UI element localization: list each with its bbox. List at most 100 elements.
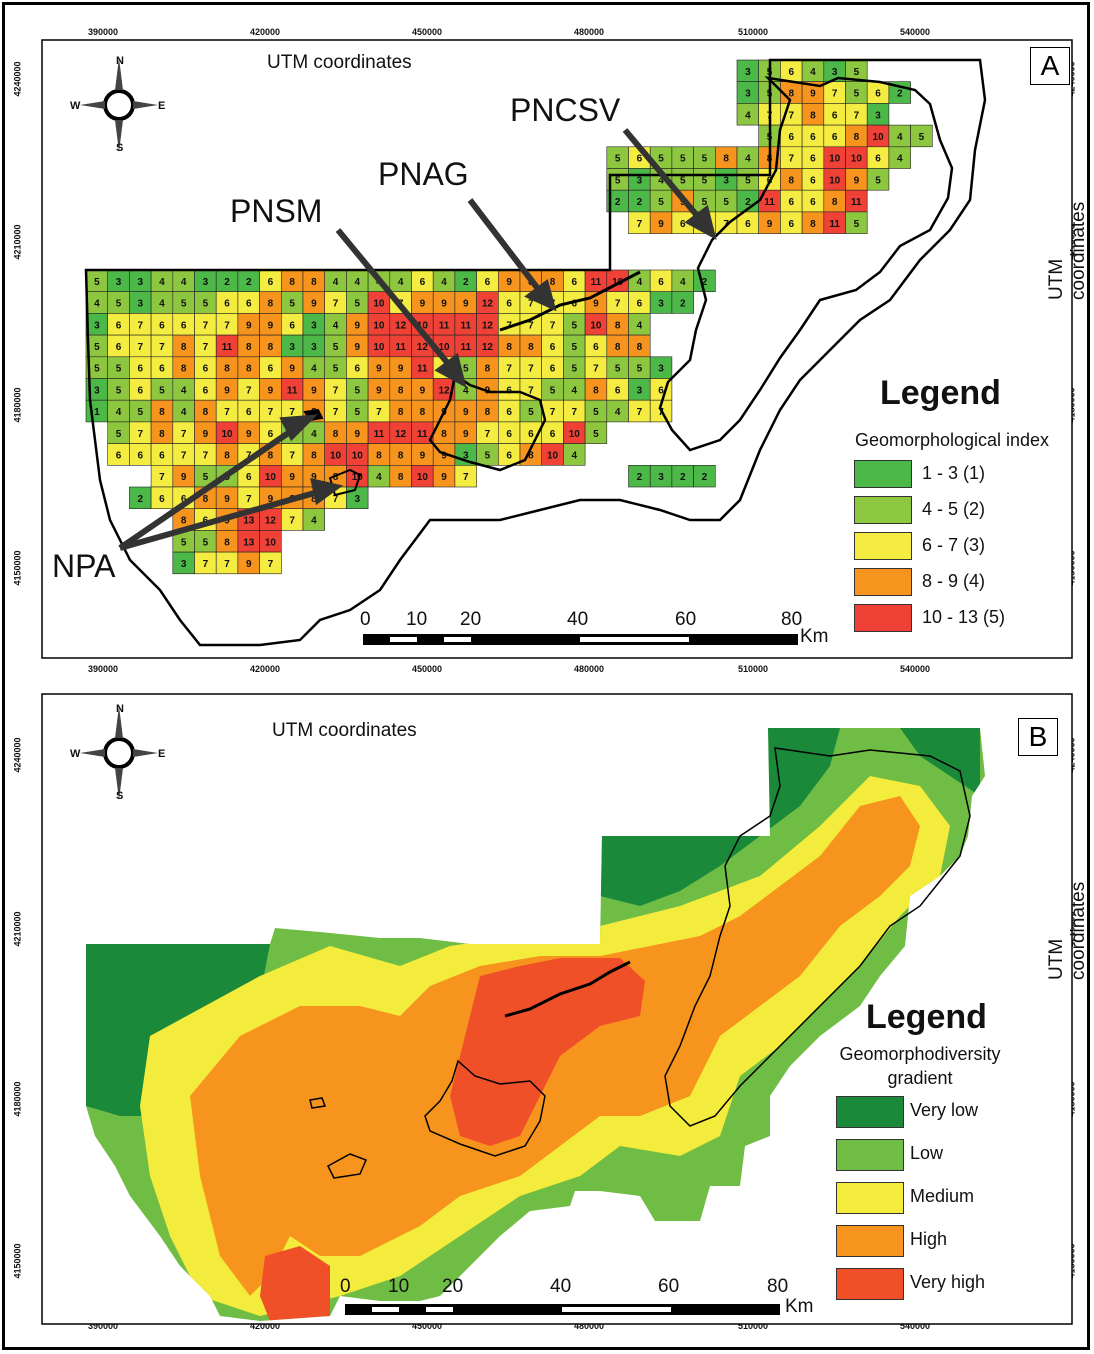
grid-cell-value: 6 [289,320,295,331]
grid-cell-value: 7 [224,407,230,418]
grid-cell-value: 9 [311,385,317,396]
grid-cell-value: 8 [224,537,230,548]
grid-cell-value: 8 [289,277,295,288]
grid-cell-value: 8 [506,342,512,353]
grid-cell-value: 7 [528,364,534,375]
grid-cell-value: 8 [159,407,165,418]
grid-cell-value: 8 [810,219,816,230]
grid-cell-value: 11 [591,277,602,288]
grid-cell-value: 6 [137,385,143,396]
grid-cell-value: 12 [395,429,407,440]
grid-cell-value: 8 [615,342,621,353]
grid-cell-value: 4 [398,277,404,288]
grid-cell-value: 10 [373,342,385,353]
grid-cell-value: 7 [289,450,295,461]
x-tick: 420000 [250,27,281,37]
legend-label: 10 - 13 (5) [922,607,1006,627]
grid-cell-value: 11 [460,342,471,353]
grid-cell-value: 8 [441,429,447,440]
grid-cell-value: 6 [116,450,122,461]
grid-cell-value: 6 [788,219,794,230]
grid-cell-value: 2 [615,197,621,208]
grid-cell-value: 6 [875,89,881,100]
panel-a: 390000 420000 450000 480000 510000 54000… [0,0,1094,676]
grid-cell-value: 8 [420,407,426,418]
grid-cell-value: 4 [181,385,187,396]
grid-cell-value: 4 [311,429,317,440]
grid-cell-value: 2 [637,197,643,208]
compass-s: S [116,790,124,802]
grid-cell-value: 9 [854,175,860,186]
grid-cell-value: 3 [137,277,143,288]
grid-cell [910,124,933,148]
grid-cell-value: 4 [441,277,447,288]
grid-cell-value: 9 [268,320,274,331]
coord-title-right: UTM coordinates [1046,201,1089,300]
grid-cell-value: 9 [224,385,230,396]
grid-cell-value: 4 [897,132,903,143]
grid-cell-value: 8 [246,364,252,375]
grid-cell-value: 3 [94,385,100,396]
grid-cell-value: 2 [246,277,252,288]
grid-cell-value: 2 [680,299,686,310]
grid-cell-value: 6 [246,472,252,483]
grid-cell-value: 9 [311,299,317,310]
grid-cell-value: 6 [571,299,577,310]
grid-cell-value: 9 [441,450,447,461]
legend-subtitle-line2: gradient [887,1068,953,1088]
grid-cell-value: 7 [376,407,382,418]
grid-cell-value: 10 [417,472,429,483]
grid-cell-value: 4 [571,450,577,461]
grid-cell-value: 9 [463,299,469,310]
grid-cell-value: 4 [311,516,317,527]
grid-cell-value: 6 [203,385,209,396]
grid-cell-value: 10 [851,154,863,165]
grid-cell-value: 9 [376,385,382,396]
grid-cell-value: 6 [485,277,491,288]
scale-label: 40 [567,609,589,630]
grid-cell-value: 7 [137,320,143,331]
x-tick: 510000 [738,664,769,674]
grid-cell-value: 8 [181,342,187,353]
x-tick: 450000 [412,664,443,674]
grid-cell-value: 9 [354,320,360,331]
grid-cell-value: 11 [851,197,862,208]
grid-cell-value: 5 [94,342,100,353]
grid-cell-value: 10 [352,450,364,461]
grid-cell-value: 10 [547,450,559,461]
grid-cell-value: 7 [181,450,187,461]
grid-cell-value: 3 [658,299,664,310]
grid-cell-value: 6 [615,385,621,396]
grid-cell-value: 7 [637,219,643,230]
grid-cell-value: 11 [374,429,385,440]
grid-cell-value: 3 [94,320,100,331]
grid-cell-value: 5 [354,299,360,310]
grid-cell-value: 9 [593,299,599,310]
grid-cell-value: 5 [919,132,925,143]
grid-cell-value: 8 [398,385,404,396]
grid-cell-value: 8 [268,342,274,353]
grid-cell-value: 5 [116,364,122,375]
grid-cell-value: 11 [417,364,428,375]
grid-cell-value: 5 [463,364,469,375]
coord-title-top: UTM coordinates [267,52,412,73]
compass-w: W [70,748,81,760]
grid-cell-value: 4 [810,67,816,78]
grid-cell [584,421,608,444]
grid-cell-value: 7 [615,299,621,310]
grid-cell-value: 6 [246,407,252,418]
grid-cell-value: 5 [854,219,860,230]
grid-cell-value: 8 [788,175,794,186]
grid-cell-value: 6 [506,407,512,418]
grid-cell-value: 5 [854,89,860,100]
grid-cell-value: 2 [637,472,643,483]
scale-label: 0 [340,1276,351,1297]
grid-cell-value: 10 [265,537,277,548]
grid-cell-value: 12 [417,342,429,353]
grid-cell-value: 6 [159,364,165,375]
grid-cell-value: 5 [203,537,209,548]
grid-cell-value: 6 [528,429,534,440]
x-tick: 420000 [250,664,281,674]
grid-cell-value: 7 [463,472,469,483]
x-tick: 480000 [574,1321,605,1331]
